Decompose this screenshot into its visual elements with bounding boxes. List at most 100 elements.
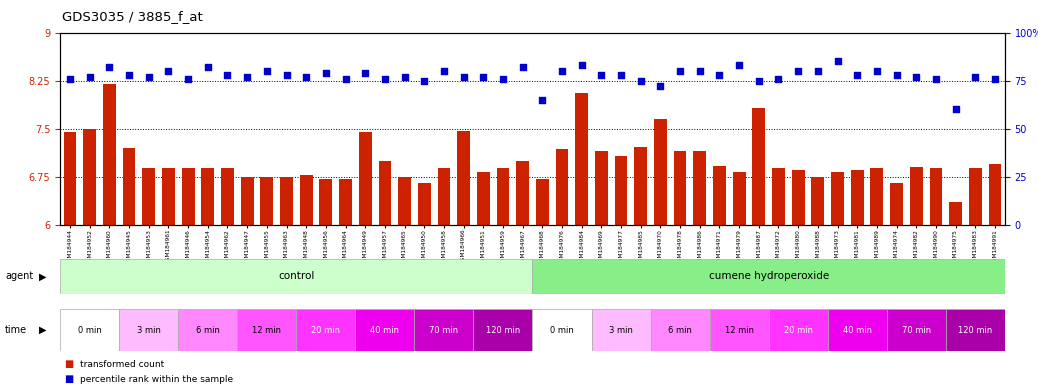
Text: agent: agent bbox=[5, 271, 33, 281]
Bar bbox=[674, 151, 686, 384]
Bar bbox=[379, 161, 391, 384]
Bar bbox=[496, 168, 510, 384]
Text: transformed count: transformed count bbox=[80, 361, 164, 369]
Text: 0 min: 0 min bbox=[78, 326, 102, 335]
Point bbox=[770, 76, 787, 82]
Bar bbox=[575, 93, 589, 384]
Text: ▶: ▶ bbox=[39, 271, 47, 281]
Bar bbox=[355, 309, 414, 351]
Point bbox=[101, 64, 117, 70]
Bar bbox=[516, 161, 529, 384]
Point bbox=[416, 78, 433, 84]
Bar bbox=[238, 309, 297, 351]
Bar bbox=[614, 156, 627, 384]
Point bbox=[612, 72, 629, 78]
Bar bbox=[83, 129, 97, 384]
Bar bbox=[827, 309, 886, 351]
Bar bbox=[812, 177, 824, 384]
Bar bbox=[414, 309, 473, 351]
Point bbox=[357, 70, 374, 76]
Bar bbox=[60, 309, 119, 351]
Bar bbox=[910, 167, 923, 384]
Bar bbox=[280, 177, 293, 384]
Point bbox=[632, 78, 649, 84]
Bar bbox=[142, 168, 155, 384]
Bar bbox=[929, 168, 943, 384]
Point bbox=[750, 78, 767, 84]
Text: 70 min: 70 min bbox=[430, 326, 459, 335]
Point bbox=[239, 74, 255, 80]
Text: GDS3035 / 3885_f_at: GDS3035 / 3885_f_at bbox=[62, 10, 203, 23]
Text: 70 min: 70 min bbox=[902, 326, 931, 335]
Bar bbox=[768, 309, 827, 351]
Point bbox=[731, 62, 747, 68]
Bar bbox=[710, 309, 768, 351]
Bar bbox=[103, 84, 116, 384]
Bar bbox=[300, 175, 312, 384]
Point bbox=[81, 74, 98, 80]
Bar bbox=[651, 309, 710, 351]
Bar bbox=[592, 309, 651, 351]
Bar bbox=[122, 148, 136, 384]
Point bbox=[337, 76, 354, 82]
Point bbox=[318, 70, 334, 76]
Point bbox=[278, 72, 295, 78]
Bar bbox=[63, 132, 77, 384]
Point bbox=[829, 58, 846, 65]
Bar bbox=[532, 259, 1005, 294]
Point bbox=[553, 68, 570, 74]
Bar bbox=[634, 147, 647, 384]
Point bbox=[140, 74, 157, 80]
Point bbox=[849, 72, 866, 78]
Bar bbox=[753, 108, 765, 384]
Bar bbox=[988, 164, 1002, 384]
Bar bbox=[968, 168, 982, 384]
Bar bbox=[772, 168, 785, 384]
Bar bbox=[733, 172, 745, 384]
Bar bbox=[851, 170, 864, 384]
Bar bbox=[119, 309, 179, 351]
Text: percentile rank within the sample: percentile rank within the sample bbox=[80, 375, 234, 384]
Point bbox=[61, 76, 78, 82]
Bar bbox=[654, 119, 666, 384]
Point bbox=[928, 76, 945, 82]
Bar bbox=[359, 132, 372, 384]
Point bbox=[790, 68, 807, 74]
Point bbox=[672, 68, 688, 74]
Text: 6 min: 6 min bbox=[196, 326, 220, 335]
Point bbox=[987, 76, 1004, 82]
Text: 40 min: 40 min bbox=[371, 326, 400, 335]
Point bbox=[691, 68, 708, 74]
Point bbox=[258, 68, 275, 74]
Bar bbox=[473, 309, 532, 351]
Bar bbox=[418, 183, 431, 384]
Text: ▶: ▶ bbox=[39, 325, 47, 335]
Point bbox=[652, 83, 668, 89]
Text: ■: ■ bbox=[64, 374, 74, 384]
Bar bbox=[595, 151, 608, 384]
Point bbox=[180, 76, 196, 82]
Point bbox=[475, 74, 492, 80]
Bar bbox=[532, 309, 592, 351]
Point bbox=[889, 72, 905, 78]
Text: 0 min: 0 min bbox=[550, 326, 574, 335]
Text: 40 min: 40 min bbox=[843, 326, 872, 335]
Point bbox=[948, 106, 964, 113]
Text: 6 min: 6 min bbox=[668, 326, 692, 335]
Bar bbox=[320, 179, 332, 384]
Bar bbox=[713, 166, 726, 384]
Text: 12 min: 12 min bbox=[725, 326, 754, 335]
Bar bbox=[261, 177, 273, 384]
Point bbox=[298, 74, 315, 80]
Bar bbox=[241, 177, 253, 384]
Point bbox=[160, 68, 176, 74]
Text: ■: ■ bbox=[64, 359, 74, 369]
Point bbox=[967, 74, 984, 80]
Point bbox=[593, 72, 609, 78]
Text: 3 min: 3 min bbox=[137, 326, 161, 335]
Point bbox=[515, 64, 531, 70]
Point bbox=[810, 68, 826, 74]
Point bbox=[869, 68, 885, 74]
Point bbox=[377, 76, 393, 82]
Bar bbox=[221, 168, 234, 384]
